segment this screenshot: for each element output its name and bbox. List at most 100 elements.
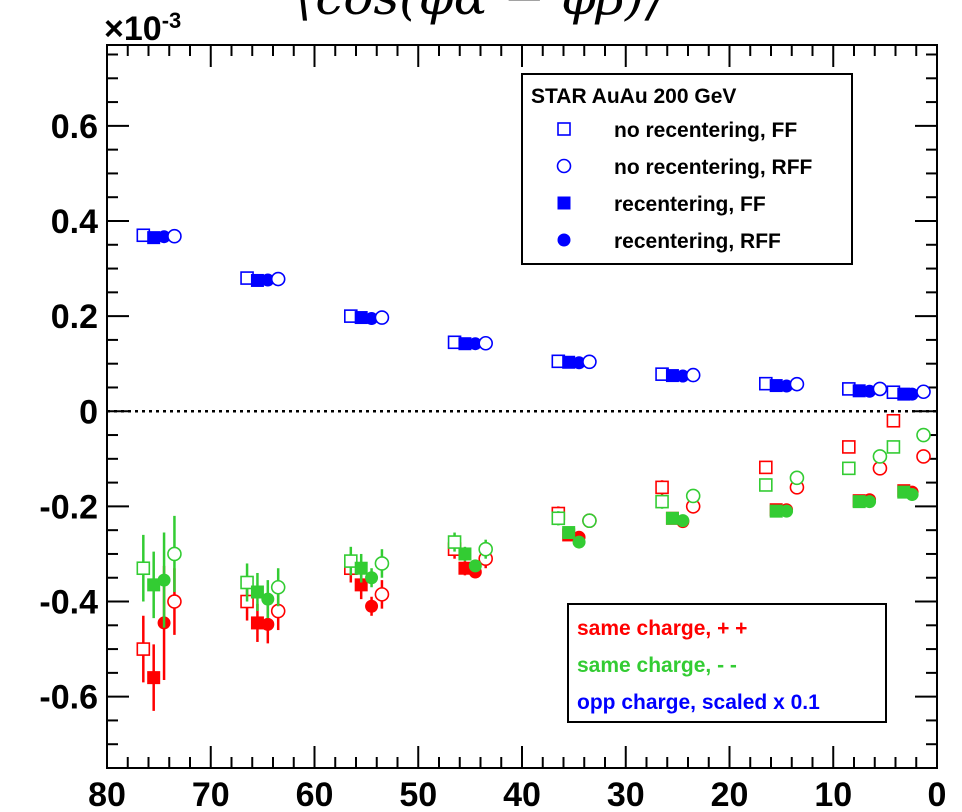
x-tick-label: 50 bbox=[399, 776, 437, 812]
data-point bbox=[582, 354, 597, 370]
data-point bbox=[136, 642, 151, 656]
legend-markers-box bbox=[521, 73, 853, 265]
legend-colors-box bbox=[567, 603, 887, 723]
data-point bbox=[468, 559, 482, 573]
legend-marker-entries: no recentering, FF no recentering, RFF rec… bbox=[556, 119, 813, 253]
data-point bbox=[905, 487, 919, 501]
x-tick-label: 10 bbox=[814, 776, 852, 812]
exponent-base: ×10 bbox=[104, 10, 162, 48]
data-point bbox=[374, 310, 390, 325]
series-opp-charge bbox=[167, 228, 931, 400]
legend-marker-label: no recentering, FF bbox=[614, 119, 797, 142]
data-point bbox=[655, 480, 669, 495]
data-point bbox=[872, 381, 888, 397]
data-point bbox=[147, 671, 161, 685]
data-point bbox=[905, 387, 919, 401]
data-point bbox=[167, 594, 182, 609]
x-tick-label: 30 bbox=[607, 776, 645, 812]
legend-marker-label: recentering, RFF bbox=[614, 230, 781, 253]
axis-exponent-label: ×10-3 bbox=[104, 8, 181, 48]
data-point bbox=[655, 494, 669, 509]
x-tick-label: 0 bbox=[928, 776, 947, 812]
data-point bbox=[676, 514, 690, 528]
data-point bbox=[685, 488, 701, 504]
series-same-charge- bbox=[167, 427, 931, 607]
data-point bbox=[872, 449, 888, 464]
legend-marker-label: no recentering, RFF bbox=[614, 156, 813, 179]
legend-marker-symbol bbox=[557, 122, 571, 136]
data-point bbox=[365, 599, 379, 613]
series-same-charge- bbox=[157, 487, 919, 628]
data-point bbox=[365, 571, 379, 585]
data-point bbox=[789, 470, 805, 486]
data-point bbox=[842, 440, 856, 454]
exponent-power: -3 bbox=[162, 8, 182, 33]
data-point bbox=[270, 579, 286, 595]
legend-markers-title: STAR AuAu 200 GeV bbox=[531, 85, 736, 108]
data-point bbox=[886, 413, 901, 428]
data-point bbox=[478, 541, 493, 557]
data-point bbox=[250, 585, 264, 599]
y-tick-label: -0.2 bbox=[39, 488, 98, 526]
data-point bbox=[916, 449, 931, 464]
x-tick-label: 40 bbox=[503, 776, 541, 812]
y-tick-label: 0.2 bbox=[51, 298, 98, 336]
data-point bbox=[872, 461, 888, 476]
data-point bbox=[562, 526, 576, 540]
data-point bbox=[374, 556, 390, 571]
legend-color-entry-same-plus: same charge, + + bbox=[577, 617, 747, 640]
data-point bbox=[759, 478, 773, 492]
y-tick-label: 0.4 bbox=[51, 203, 98, 241]
y-tick-label: -0.4 bbox=[39, 584, 98, 622]
x-tick-label: 20 bbox=[711, 776, 749, 812]
data-point bbox=[458, 547, 472, 561]
data-point bbox=[886, 440, 901, 454]
data-point bbox=[270, 603, 286, 619]
legend-marker-label: recentering, FF bbox=[614, 193, 766, 216]
legend-marker-symbol bbox=[557, 196, 571, 210]
data-point bbox=[863, 495, 877, 509]
data-point bbox=[447, 535, 462, 549]
axes: 80 70 60 50 40 30 20 10 0 -0.6 -0.4 -0.2 0 0.2 0.4 0.6 bbox=[39, 44, 947, 812]
data-point bbox=[780, 504, 794, 518]
data-point bbox=[759, 460, 773, 475]
x-tick-label: 60 bbox=[296, 776, 334, 812]
legend-color-entry-opp: opp charge, scaled x 0.1 bbox=[577, 691, 820, 714]
series-same-charge- bbox=[147, 485, 911, 619]
data-point bbox=[374, 587, 390, 602]
legend-marker-symbol bbox=[556, 158, 572, 174]
data-point bbox=[582, 513, 597, 528]
data-point bbox=[261, 592, 275, 606]
chart-title: ⟨cos(φα − φβ)⟩ bbox=[296, 0, 664, 26]
data-point bbox=[270, 271, 286, 287]
series-opp-charge bbox=[136, 228, 901, 400]
data-point bbox=[157, 573, 171, 587]
data-point bbox=[344, 554, 358, 568]
data-point bbox=[136, 561, 151, 576]
legend-color-entry-same-minus: same charge, - - bbox=[577, 654, 737, 677]
data-point bbox=[685, 367, 701, 383]
data-point bbox=[789, 376, 805, 392]
data-point bbox=[167, 546, 182, 562]
data-point bbox=[916, 427, 931, 443]
data-point bbox=[167, 228, 182, 244]
y-tick-label: 0 bbox=[79, 393, 98, 431]
data-point bbox=[551, 511, 566, 526]
x-tick-label: 70 bbox=[192, 776, 230, 812]
legend-colors: same charge, + + same charge, - - opp ch… bbox=[567, 603, 887, 723]
y-tick-label: 0.6 bbox=[51, 108, 98, 146]
data-point bbox=[261, 617, 275, 631]
data-point bbox=[478, 335, 493, 351]
data-point bbox=[240, 575, 254, 590]
data-point bbox=[572, 535, 586, 549]
data-points bbox=[136, 228, 931, 711]
legend-marker-symbol bbox=[557, 233, 571, 247]
y-tick-label: -0.6 bbox=[39, 679, 98, 717]
data-point bbox=[354, 561, 368, 575]
data-point bbox=[842, 461, 856, 476]
data-point bbox=[916, 384, 931, 400]
x-tick-label: 80 bbox=[88, 776, 126, 812]
series-same-charge- bbox=[136, 440, 901, 602]
